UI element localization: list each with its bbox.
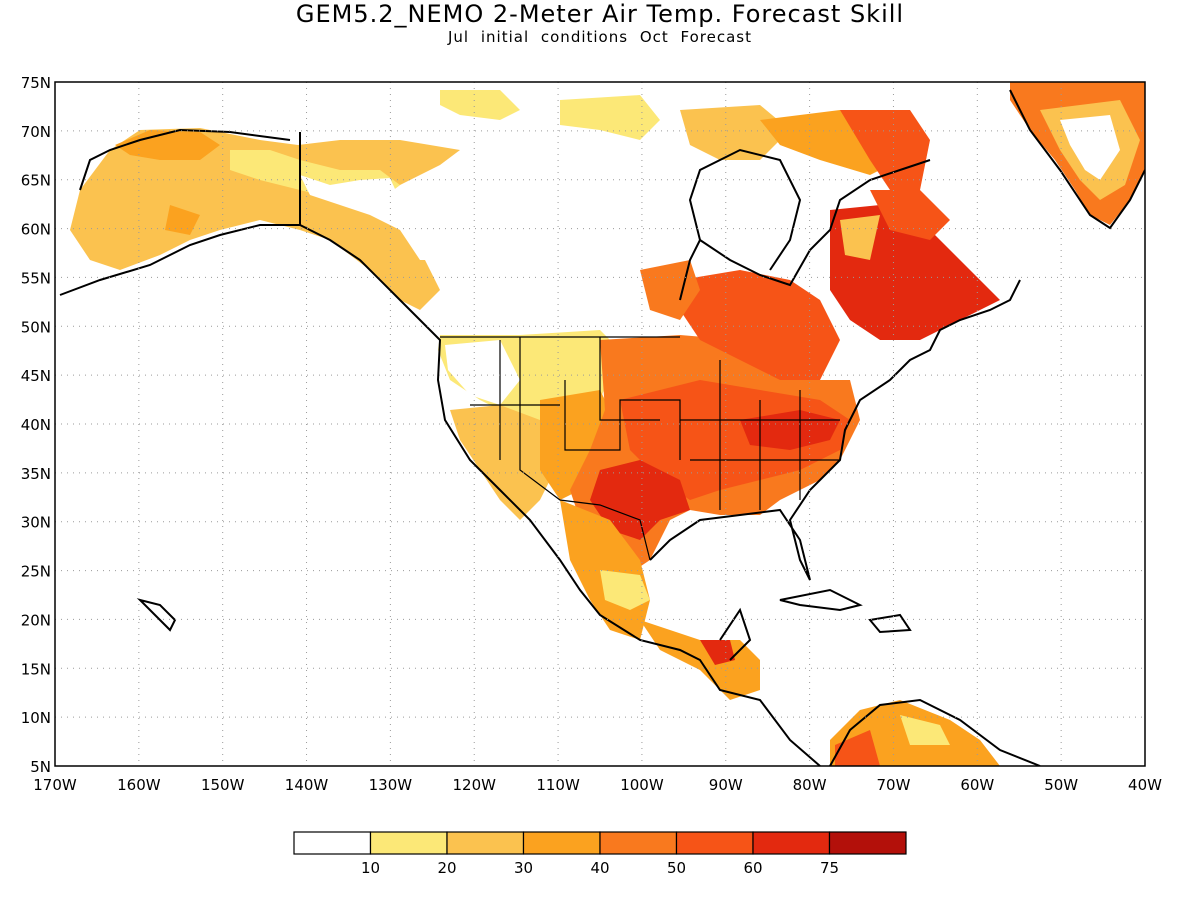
coastlines	[59, 89, 1145, 766]
latitude-labels: 75N 70N 65N 60N 55N 50N 45N 40N 35N 30N 25N 20N 15N 1…	[21, 74, 51, 776]
lon-tick-label: 90W	[709, 776, 743, 794]
colorbar-label: 10	[361, 859, 380, 877]
skill-region-eastern-canada	[680, 270, 840, 380]
lat-tick-label: 35N	[21, 465, 51, 483]
lat-tick-label: 40N	[21, 416, 51, 434]
lon-tick-label: 170W	[33, 776, 77, 794]
lon-tick-label: 150W	[201, 776, 245, 794]
lon-tick-label: 140W	[285, 776, 329, 794]
map-subtitle: Jul initial conditions Oct Forecast	[448, 28, 752, 46]
lon-tick-label: 50W	[1044, 776, 1078, 794]
lat-tick-label: 25N	[21, 563, 51, 581]
map-title: GEM5.2_NEMO 2-Meter Air Temp. Forecast S…	[295, 0, 905, 28]
lat-tick-label: 20N	[21, 611, 51, 629]
colorbar-swatch	[599, 831, 678, 855]
lon-tick-label: 160W	[117, 776, 161, 794]
map-layer	[70, 82, 1145, 766]
lon-tick-label: 60W	[960, 776, 994, 794]
colorbar: 10 20 30 40 50 60 75	[293, 831, 907, 877]
colorbar-swatch	[828, 831, 907, 855]
colorbar-label: 60	[743, 859, 762, 877]
lat-tick-label: 75N	[21, 74, 51, 92]
lat-tick-label: 15N	[21, 660, 51, 678]
lon-tick-label: 80W	[793, 776, 827, 794]
colorbar-swatch	[293, 831, 372, 855]
colorbar-label: 40	[590, 859, 609, 877]
colorbar-label: 75	[820, 859, 839, 877]
colorbar-label: 30	[514, 859, 533, 877]
lat-tick-label: 70N	[21, 123, 51, 141]
lon-tick-label: 110W	[536, 776, 580, 794]
lat-tick-label: 65N	[21, 172, 51, 190]
lon-tick-label: 120W	[452, 776, 496, 794]
lat-tick-label: 55N	[21, 269, 51, 287]
lat-tick-label: 30N	[21, 514, 51, 532]
lon-tick-label: 100W	[620, 776, 664, 794]
lat-tick-label: 50N	[21, 318, 51, 336]
colorbar-label: 20	[437, 859, 456, 877]
colorbar-swatch	[752, 831, 831, 855]
graticule	[55, 82, 1145, 766]
colorbar-label: 50	[667, 859, 686, 877]
longitude-labels: 170W 160W 150W 140W 130W 120W 110W 100W 90W 80W 70…	[33, 776, 1162, 794]
lon-tick-label: 130W	[369, 776, 413, 794]
colorbar-swatch	[522, 831, 601, 855]
lat-tick-label: 5N	[30, 758, 51, 776]
political-borders	[440, 336, 840, 561]
map-frame	[54, 81, 1146, 767]
colorbar-swatch	[446, 831, 525, 855]
lon-tick-label: 40W	[1128, 776, 1162, 794]
lat-tick-label: 45N	[21, 367, 51, 385]
lat-tick-label: 10N	[21, 709, 51, 727]
colorbar-swatch	[675, 831, 754, 855]
lat-tick-label: 60N	[21, 221, 51, 239]
lon-tick-label: 70W	[877, 776, 911, 794]
colorbar-swatch	[369, 831, 448, 855]
